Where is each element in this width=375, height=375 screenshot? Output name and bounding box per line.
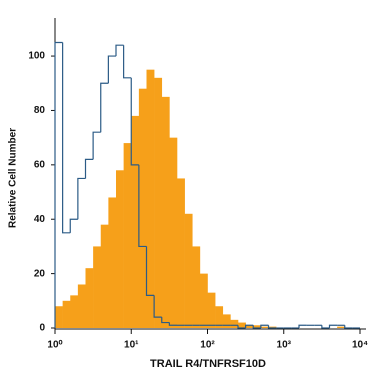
x-tick-label: 10³ (277, 340, 292, 351)
histogram-step (344, 325, 353, 329)
histogram-step (100, 82, 109, 133)
histogram-bar (77, 284, 86, 328)
x-axis-label: TRAIL R4/TNFRSF10D (150, 358, 266, 370)
histogram-bar (215, 306, 224, 328)
histogram-bar (207, 292, 216, 328)
histogram-step (107, 55, 117, 84)
histogram-bar (131, 115, 140, 328)
histogram-bar (199, 273, 208, 328)
histogram-bar (176, 178, 185, 328)
histogram-step (92, 131, 101, 160)
histogram-bar (62, 300, 71, 328)
histogram-step (267, 325, 277, 329)
histogram-step (123, 45, 132, 79)
histogram-bar (230, 319, 239, 328)
x-tick-label: 10² (200, 340, 215, 351)
histogram-bar (85, 268, 94, 328)
y-tick-label: 0 (39, 323, 45, 334)
histogram-step (245, 324, 254, 328)
histogram-bar (169, 137, 178, 328)
y-tick-label: 60 (34, 159, 46, 170)
histogram-step (328, 324, 338, 328)
histogram-bar (253, 325, 262, 328)
histogram-step (77, 177, 86, 220)
histogram-step (130, 77, 139, 166)
histogram-bar (123, 143, 132, 328)
histogram-bar (116, 170, 124, 328)
histogram-step (260, 324, 269, 328)
x-tick-label: 10⁴ (352, 340, 368, 351)
histogram-bar (154, 77, 163, 329)
histogram-bar (337, 326, 346, 328)
histogram-step (161, 317, 170, 324)
histogram-bar (238, 322, 246, 328)
histogram-bar (70, 295, 79, 328)
histogram-bar (100, 224, 109, 328)
histogram-step (145, 246, 155, 296)
x-tick-label: 10⁰ (47, 340, 62, 351)
histogram-bar (192, 246, 201, 328)
histogram-bar (161, 96, 170, 328)
histogram-step (153, 295, 162, 318)
x-tick-label: 10¹ (124, 340, 139, 351)
histogram-step (69, 218, 78, 233)
histogram-bar (138, 88, 147, 328)
histogram-bar (184, 213, 193, 328)
histogram-bar (146, 69, 155, 329)
histogram-bar (260, 326, 269, 328)
histogram-step (298, 324, 307, 328)
histogram-step (321, 325, 330, 329)
y-axis-label: Relative Cell Number (8, 128, 19, 228)
histogram-bar (222, 314, 231, 328)
histogram-step (54, 41, 63, 328)
histogram-step (84, 158, 94, 179)
histogram-step (62, 42, 71, 234)
histogram-step (168, 322, 177, 326)
histogram-step (138, 164, 147, 248)
histogram-bar (245, 325, 254, 328)
histogram-bar (55, 306, 63, 328)
histogram-bar (93, 246, 102, 328)
y-tick-label: 20 (34, 268, 46, 279)
y-tick-label: 80 (34, 105, 46, 116)
y-tick-label: 100 (28, 51, 45, 62)
histogram-step (115, 44, 124, 57)
histogram-bar (108, 197, 117, 328)
y-tick-label: 40 (34, 214, 46, 225)
histogram-bar (268, 326, 277, 328)
histogram-step (237, 325, 246, 329)
histogram-step (252, 325, 261, 329)
